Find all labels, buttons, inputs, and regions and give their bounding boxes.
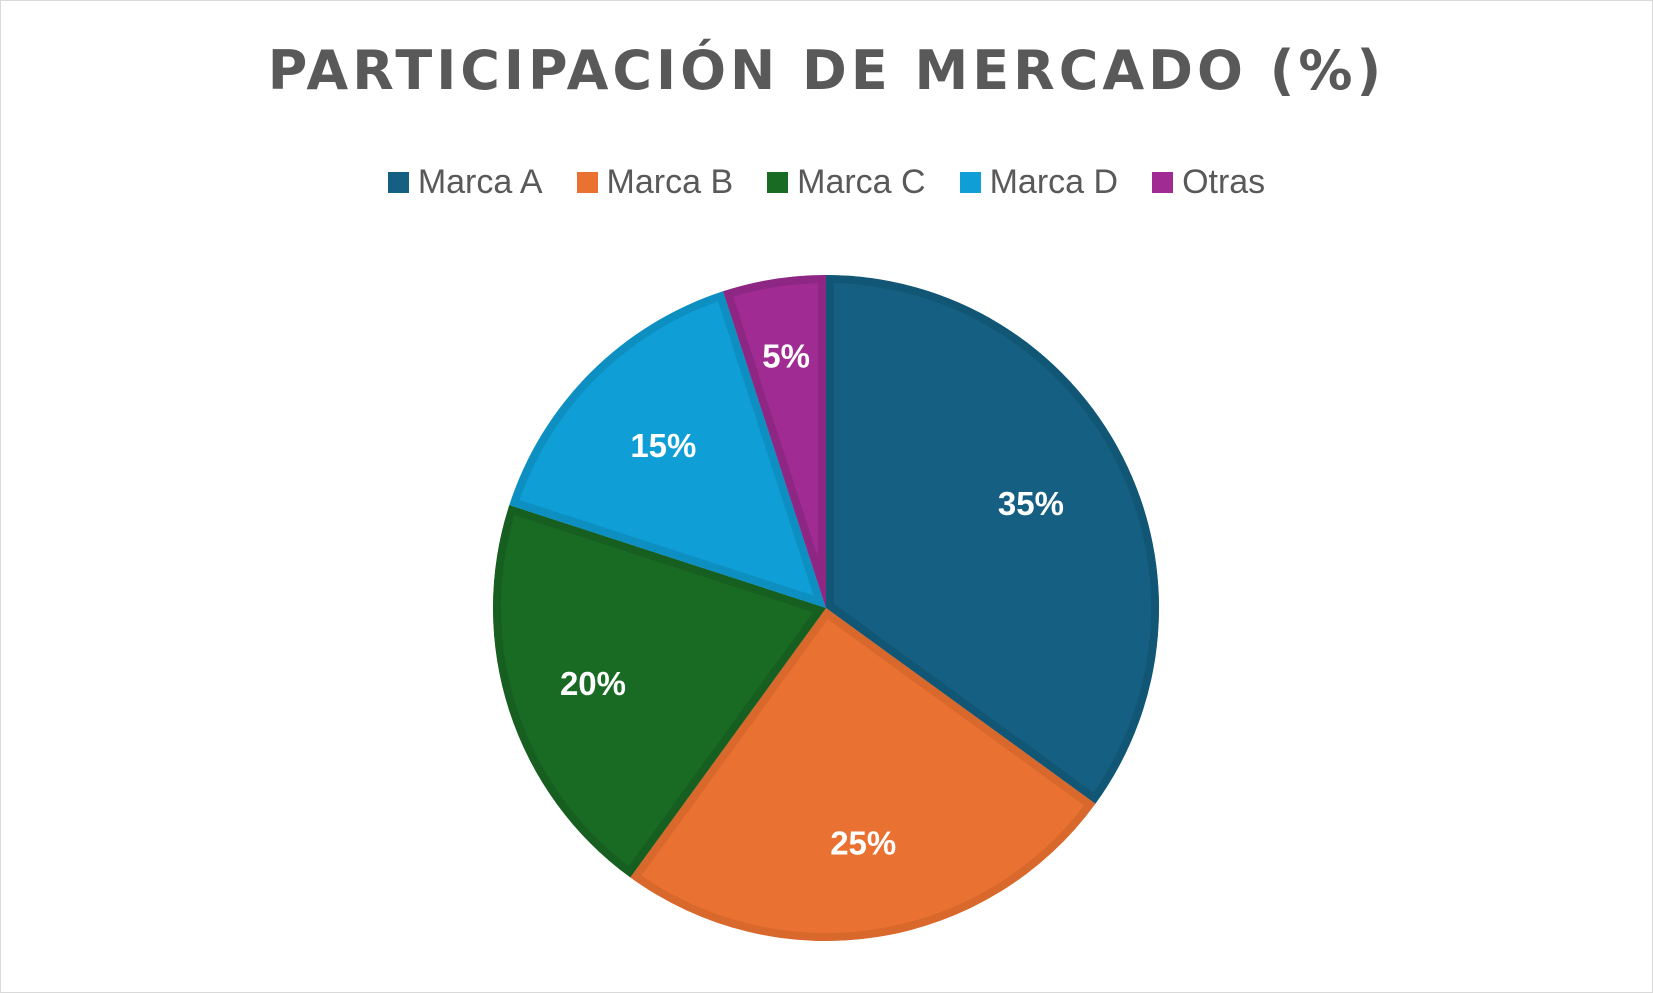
legend-swatch-marca-c bbox=[767, 172, 789, 193]
legend-label-marca-c: Marca C bbox=[797, 163, 926, 201]
legend-swatch-marca-b bbox=[576, 172, 598, 193]
chart-legend: Marca A Marca B Marca C Marca D Otras bbox=[1, 163, 1652, 202]
pie-slice-group-marca-c: 20% bbox=[493, 505, 826, 878]
pie-slice-marca-c bbox=[493, 505, 826, 878]
data-label-marca-a: 35% bbox=[998, 485, 1064, 522]
pie-slice-marca-d bbox=[509, 291, 826, 608]
data-label-otras: 5% bbox=[762, 338, 810, 375]
pie-slice-group-marca-b: 25% bbox=[630, 608, 1096, 942]
legend-item-marca-d: Marca D bbox=[959, 163, 1119, 202]
legend-item-marca-a: Marca A bbox=[387, 163, 543, 202]
legend-label-marca-a: Marca A bbox=[417, 163, 543, 201]
legend-label-marca-b: Marca B bbox=[606, 163, 734, 201]
pie-slice-marca-a bbox=[826, 275, 1159, 804]
data-label-marca-d: 15% bbox=[630, 427, 696, 464]
legend-item-marca-b: Marca B bbox=[576, 163, 734, 202]
legend-swatch-marca-d bbox=[959, 172, 981, 193]
legend-swatch-marca-a bbox=[387, 172, 409, 193]
pie-slice-group-marca-a: 35% bbox=[826, 275, 1159, 804]
legend-label-otras: Otras bbox=[1182, 163, 1266, 201]
legend-item-otras: Otras bbox=[1152, 163, 1265, 202]
data-label-marca-c: 20% bbox=[560, 665, 626, 702]
pie-slice-group-marca-d: 15% bbox=[509, 291, 826, 608]
pie-slice-marca-b bbox=[630, 608, 1096, 942]
data-label-marca-b: 25% bbox=[830, 825, 896, 862]
legend-item-marca-c: Marca C bbox=[767, 163, 926, 202]
legend-label-marca-d: Marca D bbox=[989, 163, 1119, 201]
chart-title: PARTICIPACIÓN DE MERCADO (%) bbox=[267, 39, 1386, 102]
legend-swatch-otras bbox=[1152, 172, 1174, 193]
